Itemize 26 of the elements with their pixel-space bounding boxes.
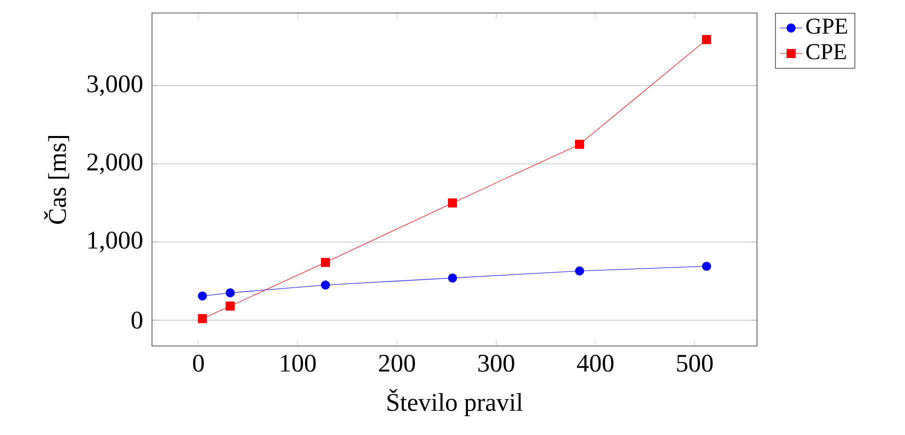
point	[702, 35, 712, 44]
legend-label: GPE	[806, 18, 848, 34]
point	[448, 198, 458, 208]
y-tick-label: 3,000	[88, 75, 142, 96]
x-tick-label: 200	[379, 354, 415, 372]
x-tick-label: 300	[478, 354, 514, 372]
y-tick-label: 0	[132, 312, 142, 329]
x-tick-label: 100	[280, 354, 316, 372]
point	[198, 314, 207, 324]
x-tick-label: 500	[677, 354, 713, 372]
point	[575, 140, 584, 149]
x-tick-label: 400	[576, 354, 614, 372]
point	[575, 266, 584, 276]
y-tick-label: 1,000	[88, 232, 142, 252]
y-axis-title: Čas [ms]	[44, 136, 70, 224]
x-axis-title: Število pravil	[388, 388, 523, 416]
legend-label: CPE	[806, 44, 846, 60]
point	[702, 262, 712, 271]
point	[448, 273, 458, 283]
point	[198, 291, 207, 301]
point	[226, 288, 235, 298]
point	[320, 280, 330, 290]
x-tick-label: 0	[193, 354, 204, 372]
point	[320, 258, 330, 267]
point	[226, 302, 235, 311]
y-tick-label: 2,000	[87, 154, 142, 174]
